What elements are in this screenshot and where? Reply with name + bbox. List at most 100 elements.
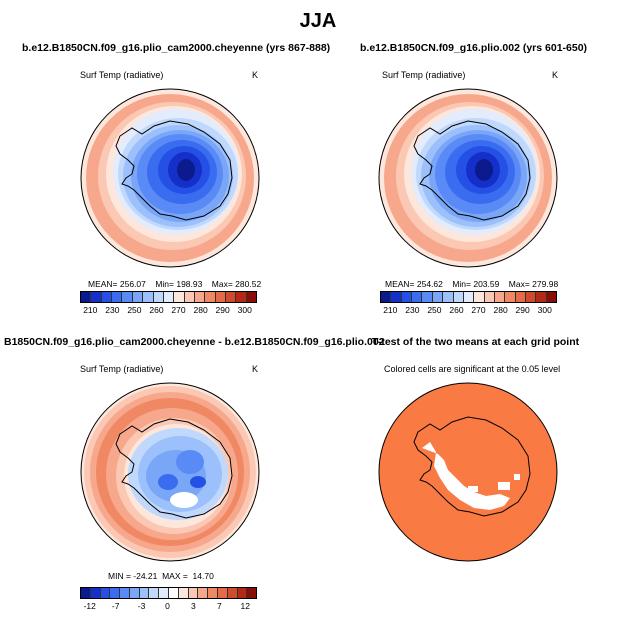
colorbar-swatch bbox=[184, 292, 195, 302]
panel-2-colorbar bbox=[380, 291, 557, 303]
colorbar-swatch bbox=[474, 292, 485, 302]
colorbar-swatch bbox=[205, 292, 216, 302]
panel-1-map bbox=[80, 88, 260, 268]
colorbar-swatch bbox=[432, 292, 444, 302]
colorbar-swatch bbox=[194, 292, 206, 302]
colorbar-swatch bbox=[101, 292, 113, 302]
colorbar-tick-label: 280 bbox=[493, 305, 508, 315]
antarctica-coastline bbox=[115, 418, 233, 519]
colorbar-swatch bbox=[129, 588, 140, 598]
colorbar-tick-label: 300 bbox=[237, 305, 252, 315]
panel-3-units: K bbox=[252, 364, 259, 374]
colorbar-swatch bbox=[163, 292, 175, 302]
panel-1-colorbar-ticks: 210 230 250 260 270 280 290 300 bbox=[80, 305, 255, 317]
colorbar-swatch bbox=[91, 292, 102, 302]
colorbar-swatch bbox=[494, 292, 506, 302]
colorbar-swatch bbox=[236, 292, 247, 302]
panel-3-stats: MIN = -24.21 MAX = 14.70 bbox=[108, 571, 214, 581]
panel-3-title: B1850CN.f09_g16.plio_cam2000.cheyenne - … bbox=[4, 336, 385, 348]
colorbar-tick-label: 280 bbox=[193, 305, 208, 315]
colorbar-tick-label: 290 bbox=[515, 305, 530, 315]
colorbar-tick-label: 250 bbox=[127, 305, 142, 315]
colorbar-swatch bbox=[198, 588, 209, 598]
colorbar-swatch bbox=[247, 588, 257, 598]
colorbar-tick-label: 0 bbox=[165, 601, 170, 611]
colorbar-swatch bbox=[463, 292, 475, 302]
colorbar-swatch bbox=[227, 588, 238, 598]
panel-1-colorbar bbox=[80, 291, 257, 303]
colorbar-swatch bbox=[381, 292, 392, 302]
colorbar-tick-label: 210 bbox=[83, 305, 98, 315]
colorbar-tick-label: 270 bbox=[471, 305, 486, 315]
colorbar-swatch bbox=[122, 292, 133, 302]
colorbar-swatch bbox=[484, 292, 495, 302]
colorbar-swatch bbox=[143, 292, 154, 302]
colorbar-tick-label: 290 bbox=[215, 305, 230, 315]
colorbar-tick-label: 250 bbox=[427, 305, 442, 315]
panel-2-units: K bbox=[552, 70, 559, 80]
panel-1-variable: Surf Temp (radiative) bbox=[80, 70, 164, 80]
panel-3-colorbar-ticks: -12 -7 -3 0 3 7 12 bbox=[80, 601, 255, 613]
colorbar-tick-label: 12 bbox=[240, 601, 250, 611]
colorbar-tick-label: 230 bbox=[105, 305, 120, 315]
colorbar-swatch bbox=[215, 292, 227, 302]
colorbar-swatch bbox=[453, 292, 464, 302]
colorbar-swatch bbox=[412, 292, 423, 302]
colorbar-swatch bbox=[226, 292, 237, 302]
colorbar-swatch bbox=[443, 292, 454, 302]
colorbar-swatch bbox=[90, 588, 101, 598]
panel-3-variable: Surf Temp (radiative) bbox=[80, 364, 164, 374]
colorbar-swatch bbox=[526, 292, 537, 302]
colorbar-swatch bbox=[422, 292, 433, 302]
panel-2-colorbar-ticks: 210 230 250 260 270 280 290 300 bbox=[380, 305, 555, 317]
panel-2-stats: MEAN= 254.62 Min= 203.59 Max= 279.98 bbox=[385, 279, 559, 289]
colorbar-swatch bbox=[132, 292, 144, 302]
colorbar-swatch bbox=[139, 588, 150, 598]
colorbar-swatch bbox=[81, 588, 91, 598]
panel-4-subtitle: Colored cells are significant at the 0.0… bbox=[384, 364, 561, 374]
panel-1-title: b.e12.B1850CN.f09_g16.plio_cam2000.cheye… bbox=[22, 42, 331, 54]
panel-4-significance-map bbox=[378, 382, 558, 562]
antarctica-coastline bbox=[413, 416, 531, 517]
colorbar-tick-label: 260 bbox=[449, 305, 464, 315]
colorbar-swatch bbox=[174, 292, 185, 302]
colorbar-tick-label: 260 bbox=[149, 305, 164, 315]
colorbar-swatch bbox=[536, 292, 547, 302]
colorbar-tick-label: 270 bbox=[171, 305, 186, 315]
panel-3-colorbar bbox=[80, 587, 257, 599]
colorbar-swatch bbox=[110, 588, 121, 598]
colorbar-tick-label: 300 bbox=[537, 305, 552, 315]
colorbar-swatch bbox=[81, 292, 92, 302]
colorbar-tick-label: -3 bbox=[137, 601, 146, 611]
colorbar-swatch bbox=[149, 588, 160, 598]
panel-2-variable: Surf Temp (radiative) bbox=[382, 70, 466, 80]
colorbar-swatch bbox=[120, 588, 130, 598]
colorbar-swatch bbox=[237, 588, 248, 598]
colorbar-tick-label: -7 bbox=[111, 601, 120, 611]
colorbar-swatch bbox=[515, 292, 527, 302]
colorbar-tick-label: 7 bbox=[216, 601, 222, 611]
colorbar-swatch bbox=[217, 588, 228, 598]
colorbar-swatch bbox=[153, 292, 164, 302]
colorbar-swatch bbox=[505, 292, 516, 302]
colorbar-tick-label: 210 bbox=[383, 305, 398, 315]
panel-2-map bbox=[378, 88, 558, 268]
colorbar-swatch bbox=[112, 292, 123, 302]
antarctica-coastline bbox=[115, 120, 233, 221]
figure-title: JJA bbox=[299, 10, 337, 32]
colorbar-swatch bbox=[391, 292, 402, 302]
colorbar-tick-label: -12 bbox=[83, 601, 96, 611]
colorbar-swatch bbox=[208, 588, 218, 598]
colorbar-swatch bbox=[159, 588, 170, 598]
colorbar-tick-label: 3 bbox=[191, 601, 196, 611]
colorbar-swatch bbox=[246, 292, 257, 302]
panel-2-title: b.e12.B1850CN.f09_g16.plio.002 (yrs 601-… bbox=[360, 42, 588, 54]
panel-4-title: T-test of the two means at each grid poi… bbox=[372, 336, 580, 348]
panel-1-stats: MEAN= 256.07 Min= 198.93 Max= 280.52 bbox=[88, 279, 262, 289]
colorbar-tick-label: 230 bbox=[405, 305, 420, 315]
colorbar-swatch bbox=[401, 292, 413, 302]
panel-3-map bbox=[80, 382, 260, 562]
colorbar-swatch bbox=[100, 588, 111, 598]
panel-1-units: K bbox=[252, 70, 259, 80]
antarctica-coastline bbox=[413, 120, 531, 221]
